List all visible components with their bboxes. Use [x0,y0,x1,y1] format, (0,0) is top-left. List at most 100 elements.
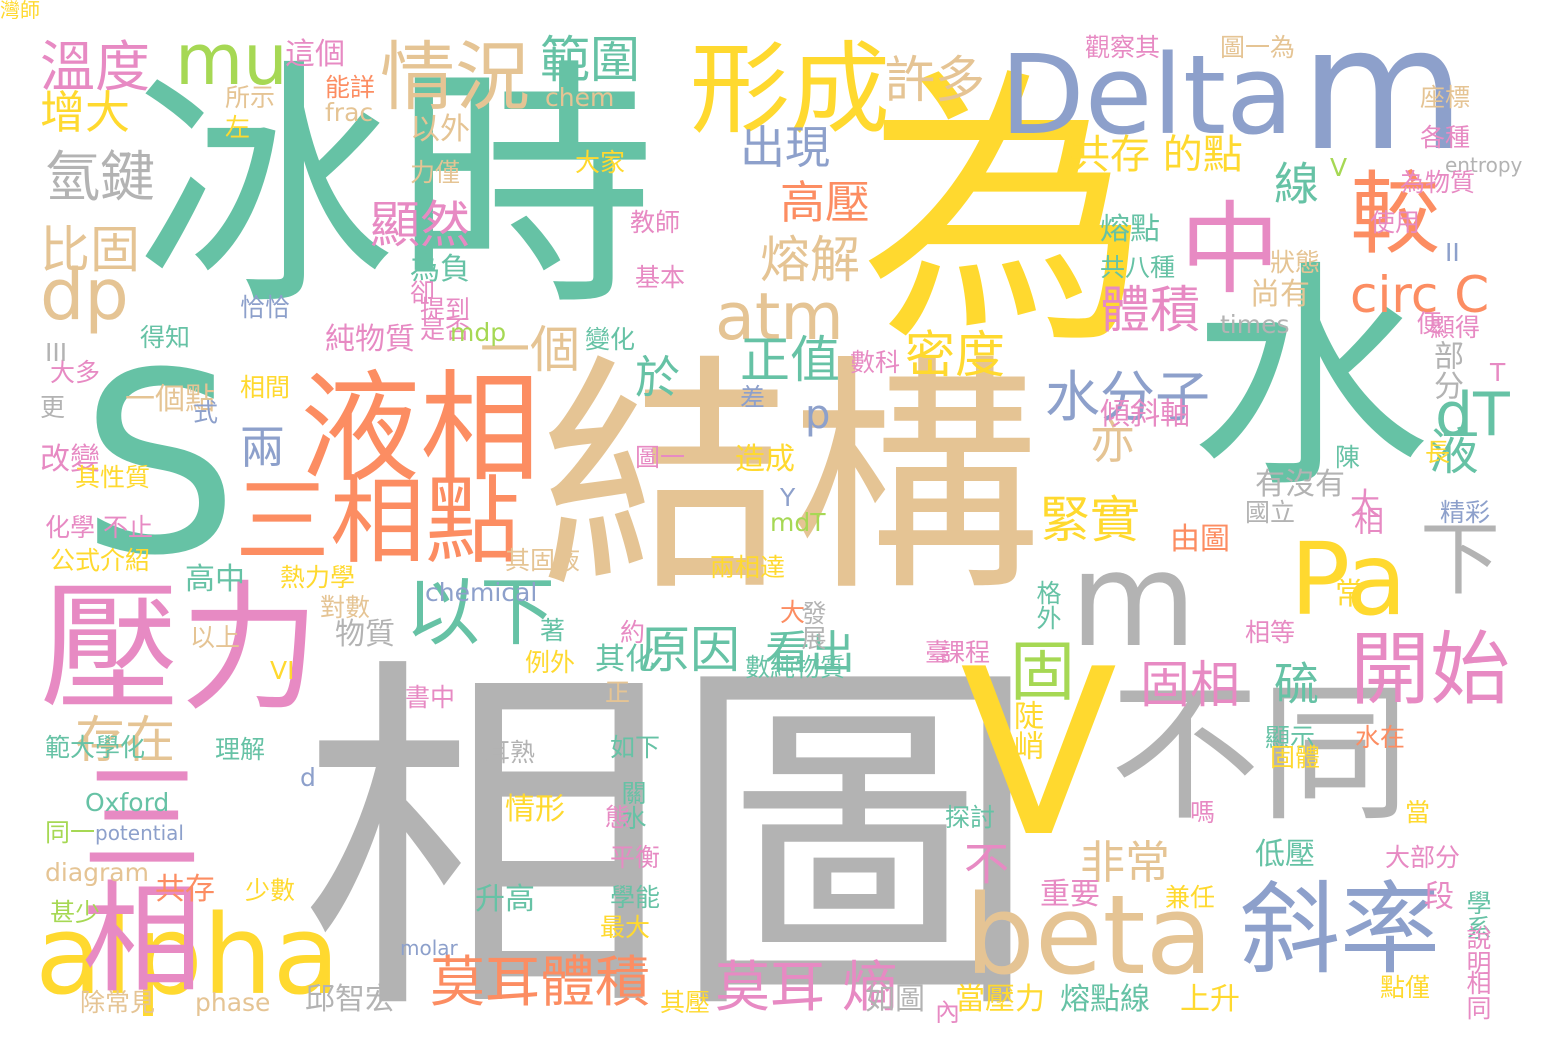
cloud-word: 比固 [40,221,140,279]
cloud-word: 兩相達 [710,553,786,582]
cloud-word: 內 [935,998,961,1027]
cloud-word: 陳 [1335,443,1361,472]
cloud-word: 大 [1350,487,1380,522]
cloud-word: chem [545,83,615,112]
cloud-word: 段 [1418,880,1453,910]
cloud-word: 高中 [185,562,245,597]
cloud-word: 一個 [480,321,580,379]
cloud-word: 形成 [690,31,890,148]
cloud-word: 亦 [1090,416,1136,469]
cloud-word: m [1070,524,1197,676]
cloud-word: 範大學化 [45,733,146,762]
cloud-word: 左 [225,113,251,142]
cloud-word: 原因 [640,621,740,679]
cloud-word: 高壓 [780,176,871,229]
cloud-word: 以下 [405,568,556,656]
cloud-word: 差 [740,383,766,412]
cloud-word: 共存 的點 [1070,132,1243,178]
cloud-word: 嗎 [1190,798,1216,827]
cloud-word: 如下 [610,733,661,762]
cloud-word: Oxford [85,788,170,817]
cloud-word: 書中 [405,683,456,712]
cloud-word: 卻 [410,278,436,307]
cloud-word: 顯示 [1265,723,1316,752]
cloud-word: 硫 [1266,660,1319,705]
cloud-word: 固體 [1270,743,1321,772]
cloud-word: 為物質 [1400,168,1476,197]
cloud-word: 熔點線 [1060,982,1150,1017]
cloud-word: 基本 [635,263,686,292]
cloud-word: 水 [1190,240,1431,520]
cloud-word: 精彩 [1440,498,1491,527]
cloud-word: 正 [605,678,631,707]
cloud-word: 變化 [585,325,636,354]
cloud-word: atm [715,280,844,355]
cloud-word: 溫度 [40,35,151,99]
cloud-word: 灣師 [0,0,40,22]
cloud-word: 數科 [850,348,901,377]
cloud-word: 耳熟 [485,738,536,767]
cloud-word: 是否 [420,315,471,344]
cloud-word: 熔解 [760,231,860,289]
cloud-word: potential [95,821,184,845]
cloud-word: alpha [35,891,340,1019]
cloud-word: 當 [1405,798,1431,827]
cloud-word: 兼任 [1165,883,1216,912]
cloud-word: 學系 [1463,890,1492,940]
cloud-word: 固相 [1140,656,1240,714]
cloud-word: 低壓 [1255,837,1315,872]
cloud-word: 其化 [595,642,655,677]
cloud-word: 公式 [50,546,101,575]
cloud-word: T [1490,358,1506,387]
cloud-word: m [1300,0,1466,189]
cloud-word: V [960,621,1118,888]
cloud-word: 狀態 [1270,248,1321,277]
cloud-word: 壓力 [40,568,321,731]
cloud-word: 使用 [1370,208,1421,237]
cloud-word: Delta [1000,31,1294,159]
cloud-word: 水分子 [1045,365,1211,429]
cloud-word: 相間 [240,373,291,402]
cloud-word: 部分 [1428,340,1463,400]
cloud-word: 情形 [505,792,565,827]
cloud-word: 態 [605,803,631,832]
cloud-word: 相等 [1245,618,1296,647]
cloud-word: mdT [770,508,826,537]
cloud-word: 存在 [75,711,175,769]
cloud-word: 為 [860,46,1150,383]
cloud-word: 大部分 [1385,843,1461,872]
cloud-word: molar [400,936,458,960]
cloud-word: 其性質 [75,463,151,492]
cloud-word: 關水 [618,780,647,830]
cloud-word: 能詳 [325,73,376,102]
cloud-word: 正值 [740,331,840,389]
cloud-word: circ C [1350,266,1490,324]
cloud-word: 共存 [155,872,215,907]
cloud-word: 斜率 [1240,871,1440,988]
cloud-word: 臺 [925,638,951,667]
cloud-word: entropy [1445,153,1523,177]
cloud-word: 升高 [475,882,535,917]
cloud-word: 下 [1420,513,1500,606]
cloud-word: 學能 [610,883,661,912]
cloud-word: 上升 [1180,982,1240,1017]
cloud-word: 顯得 [1430,313,1481,342]
cloud-word: p [805,392,831,438]
cloud-word: 教師 [630,208,681,237]
cloud-word: 氫鍵 [45,145,156,209]
cloud-word: 緊實 [1040,491,1140,549]
cloud-word: 各種 [1420,123,1471,152]
cloud-word: d [300,763,316,792]
cloud-word: 純物質 [325,322,415,357]
cloud-word: 開始 [1350,623,1510,716]
cloud-word: 增大 [40,86,131,139]
cloud-word: Pa [1290,521,1408,638]
cloud-word: 圖一為 [1220,33,1296,62]
cloud-word: 液 [1421,425,1479,475]
cloud-word: 格外 [1033,580,1062,630]
cloud-word: 少數 [245,876,296,905]
cloud-word: 所示 [225,83,276,112]
cloud-word: 水在 [1355,723,1406,752]
cloud-word: 看出 [765,626,856,679]
cloud-word: 於 [635,351,681,404]
